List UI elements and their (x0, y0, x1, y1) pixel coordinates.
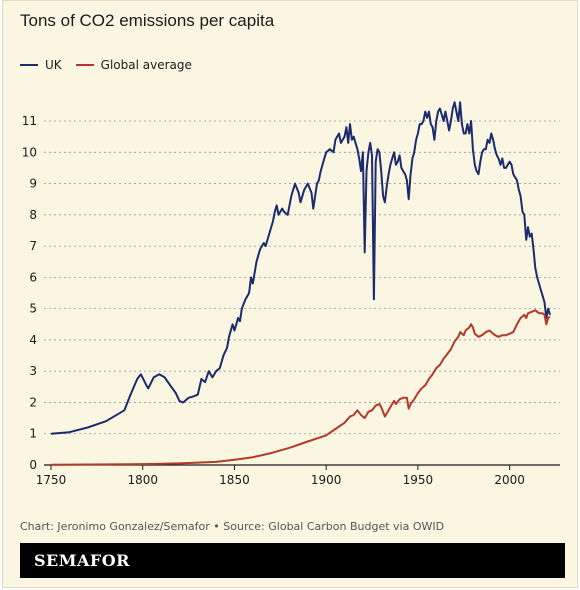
y-tick-label: 0 (29, 458, 37, 472)
y-tick-label: 5 (29, 302, 37, 316)
y-tick-label: 10 (22, 145, 37, 159)
x-axis-ticks: 1750 1800 1850 1900 1950 2000 (36, 465, 525, 487)
legend-item-uk: UK (20, 58, 62, 72)
legend-item-global: Global average (75, 58, 192, 72)
grid-lines (44, 120, 560, 466)
legend: UK Global average (20, 58, 206, 72)
x-tick-label: 1750 (36, 473, 67, 487)
x-tick-label: 2000 (494, 473, 525, 487)
legend-label-uk: UK (45, 58, 62, 72)
y-tick-label: 1 (29, 427, 37, 441)
y-tick-label: 9 (29, 177, 37, 191)
y-tick-label: 11 (22, 114, 37, 128)
y-tick-label: 3 (29, 364, 37, 378)
source-note: Chart: Jeronimo Gonzalez/Semafor • Sourc… (20, 520, 445, 533)
series-line-global-average (50, 309, 551, 466)
brand-bar: SEMAFOR (20, 543, 565, 578)
brand-logo: SEMAFOR (34, 551, 130, 570)
series-line-uk (50, 101, 551, 435)
x-tick-label: 1900 (311, 473, 342, 487)
y-tick-label: 8 (29, 208, 37, 222)
y-tick-label: 2 (29, 395, 37, 409)
x-tick-label: 1800 (127, 473, 158, 487)
legend-swatch-uk (20, 63, 38, 67)
series-lines (50, 101, 551, 466)
y-axis-ticks: 0 1 2 3 4 5 6 7 8 9 10 11 (22, 114, 37, 472)
y-tick-label: 7 (29, 239, 37, 253)
y-tick-label: 4 (29, 333, 37, 347)
x-tick-label: 1850 (219, 473, 250, 487)
legend-swatch-global (75, 63, 94, 67)
y-tick-label: 6 (29, 270, 37, 284)
x-tick-label: 1950 (403, 473, 434, 487)
chart-title: Tons of CO2 emissions per capita (20, 11, 275, 30)
legend-label-global: Global average (100, 58, 192, 72)
